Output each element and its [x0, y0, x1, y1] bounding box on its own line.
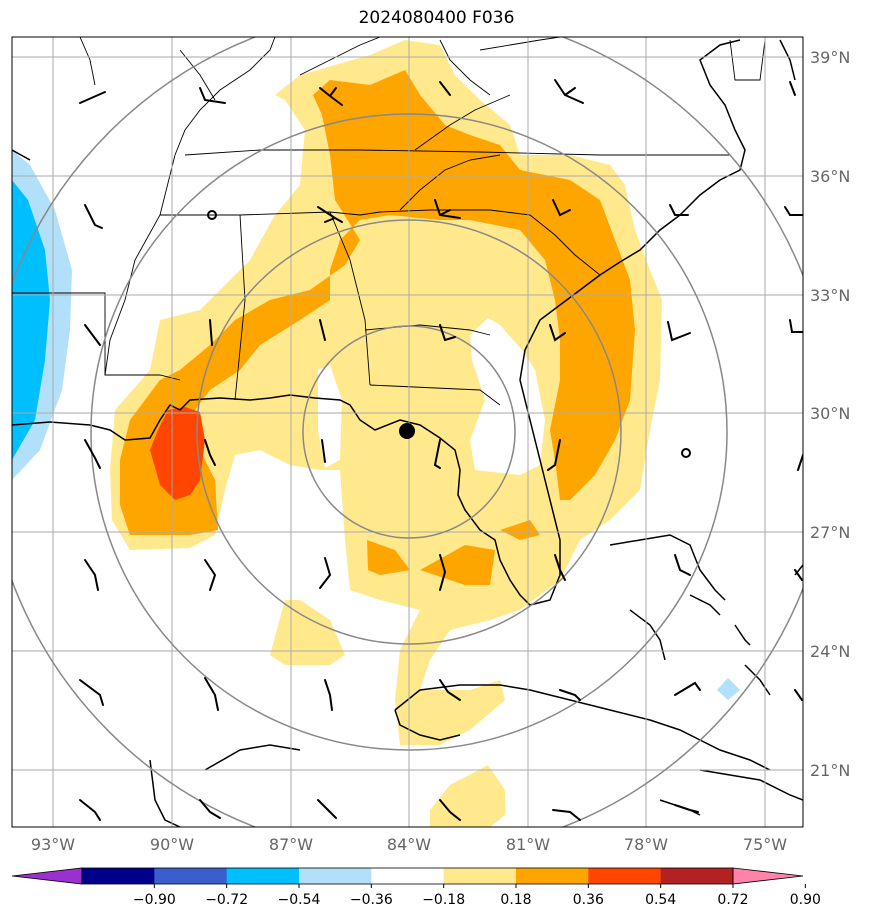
wind-barbs — [79, 79, 803, 821]
station-marker-east — [681, 448, 691, 458]
lon-axis: 93°W 90°W 87°W 84°W 81°W 78°W 75°W — [31, 835, 787, 854]
colorbar-segment — [588, 868, 662, 884]
colorbar-tick-label: −0.54 — [278, 892, 321, 908]
map-title: 2024080400 F036 — [358, 8, 515, 28]
lat-label: 39°N — [810, 48, 850, 67]
colorbar-tick-label: −0.18 — [422, 892, 465, 908]
colorbar-segment — [371, 868, 445, 884]
shading-hole-2 — [318, 365, 342, 468]
colorbar-segment — [226, 868, 300, 884]
colorbar-segment — [299, 868, 372, 884]
colorbar-tick-label: −0.36 — [350, 892, 393, 908]
colorbar-extend-max — [732, 867, 804, 885]
map-frame — [11, 36, 804, 828]
graticule — [12, 37, 803, 827]
lon-label: 81°W — [506, 835, 550, 854]
lat-label: 21°N — [810, 761, 850, 780]
range-rings — [12, 37, 803, 827]
shading-0-54 — [150, 407, 205, 500]
colorbar-frame — [81, 867, 734, 885]
station-marker-west — [207, 210, 217, 220]
shading-0-36 — [120, 70, 635, 585]
lat-label: 24°N — [810, 642, 850, 661]
lon-label: 84°W — [387, 835, 431, 854]
colorbar-segment — [443, 868, 517, 884]
colorbar-segment — [82, 868, 155, 884]
lat-label: 33°N — [810, 286, 850, 305]
coastlines — [12, 39, 803, 827]
lat-label: 30°N — [810, 404, 850, 423]
lat-label: 36°N — [810, 167, 850, 186]
colorbar-segment — [516, 868, 589, 884]
shading-hole — [470, 318, 545, 475]
lon-label: 78°W — [624, 835, 668, 854]
negative-shading — [12, 150, 740, 700]
lon-label: 90°W — [150, 835, 194, 854]
storm-center-marker — [399, 423, 415, 439]
colorbar-tick-label: 0.36 — [573, 892, 604, 908]
colorbar-tick-label: −0.72 — [205, 892, 248, 908]
lon-label: 75°W — [743, 835, 787, 854]
colorbar-tick-label: 0.72 — [717, 892, 748, 908]
lon-label: 87°W — [269, 835, 313, 854]
colorbar-tick-label: 0.54 — [645, 892, 676, 908]
lon-label: 93°W — [31, 835, 75, 854]
colorbar-tick-label: 0.90 — [790, 892, 821, 908]
colorbar-extend-min — [11, 867, 83, 885]
map-area — [12, 37, 803, 827]
lat-label: 27°N — [810, 523, 850, 542]
colorbar-segment — [660, 868, 734, 884]
colorbar-tick-label: −0.90 — [133, 892, 176, 908]
colorbar-tick-label: 0.18 — [500, 892, 531, 908]
lat-axis: 39°N 36°N 33°N 30°N 27°N 24°N 21°N — [810, 48, 850, 780]
colorbar-segment — [154, 868, 228, 884]
colorbar: −0.90 −0.72 −0.54 −0.36 −0.18 0.18 0.36 0.54 0.7… — [11, 867, 821, 908]
